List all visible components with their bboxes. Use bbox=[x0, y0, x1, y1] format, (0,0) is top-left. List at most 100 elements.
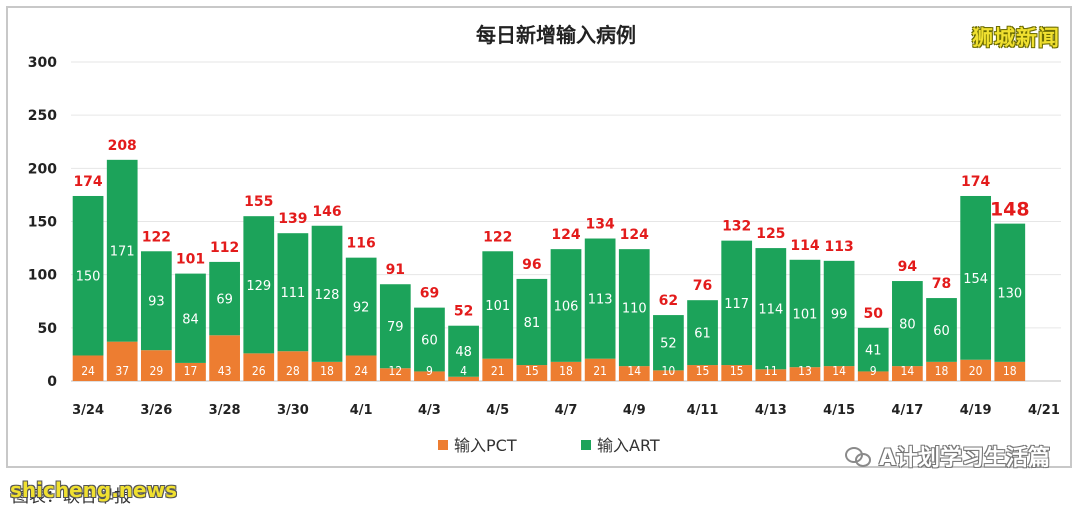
data-label-art: 79 bbox=[387, 320, 404, 335]
bar-art bbox=[994, 223, 1026, 362]
bar-pct bbox=[379, 368, 411, 381]
legend-swatch bbox=[581, 440, 591, 450]
data-label-art: 48 bbox=[455, 345, 472, 360]
data-label-pct: 14 bbox=[627, 364, 641, 378]
bar-art bbox=[482, 251, 514, 359]
legend-label: 输入ART bbox=[597, 436, 660, 455]
x-tick-label: 4/13 bbox=[755, 403, 787, 418]
data-label-total: 124 bbox=[620, 227, 649, 243]
data-label-pct: 24 bbox=[354, 364, 368, 378]
data-label-total: 96 bbox=[522, 257, 541, 273]
bar-art bbox=[448, 325, 479, 377]
x-tick-label: 4/15 bbox=[823, 403, 855, 418]
chart-title: 每日新增输入病例 bbox=[476, 23, 636, 47]
data-label-pct: 24 bbox=[81, 364, 95, 378]
bar-art bbox=[926, 298, 957, 362]
data-label-total: 91 bbox=[386, 262, 405, 278]
data-label-pct: 43 bbox=[218, 364, 232, 378]
x-tick-label: 4/5 bbox=[486, 403, 509, 418]
data-label-art: 171 bbox=[110, 245, 135, 260]
data-label-art: 130 bbox=[997, 287, 1022, 302]
bar-art bbox=[584, 238, 616, 359]
y-tick-label: 0 bbox=[47, 374, 57, 390]
data-label-art: 117 bbox=[724, 297, 749, 312]
data-label-art: 101 bbox=[793, 307, 818, 322]
bar-pct bbox=[550, 361, 582, 381]
bar-pct bbox=[106, 341, 138, 381]
bar-pct bbox=[345, 355, 377, 381]
data-label-total: 174 bbox=[73, 174, 102, 190]
source-note: 图表：联合早报 bbox=[12, 487, 131, 507]
bar-pct bbox=[516, 365, 548, 381]
data-label-art: 154 bbox=[963, 272, 988, 287]
data-label-total: 116 bbox=[347, 236, 376, 252]
x-tick-label: 3/24 bbox=[72, 403, 104, 418]
bar-art bbox=[823, 260, 855, 367]
data-label-pct: 9 bbox=[426, 364, 433, 378]
data-label-total: 155 bbox=[244, 194, 273, 210]
data-label-pct: 15 bbox=[730, 364, 744, 378]
account-watermark: A计划学习生活篇 bbox=[844, 440, 1050, 472]
data-label-total: 62 bbox=[659, 293, 678, 309]
y-tick-label: 300 bbox=[28, 55, 57, 71]
data-label-art: 84 bbox=[182, 312, 199, 327]
bar-pct bbox=[755, 369, 787, 381]
data-label-art: 41 bbox=[865, 344, 882, 359]
data-label-pct: 15 bbox=[696, 364, 710, 378]
bar-art bbox=[755, 248, 787, 370]
data-label-art: 99 bbox=[831, 307, 848, 322]
bar-art bbox=[209, 261, 240, 336]
data-label-pct: 18 bbox=[320, 364, 334, 378]
data-label-total: 122 bbox=[483, 229, 512, 245]
bar-chart: 每日新增输入病例050100150200250300241501743/2437… bbox=[28, 23, 1061, 455]
bar-pct bbox=[277, 351, 309, 381]
bar-pct bbox=[823, 366, 855, 381]
y-tick-label: 200 bbox=[28, 161, 57, 177]
data-label-total: 146 bbox=[312, 204, 341, 220]
x-tick-label: 3/28 bbox=[209, 403, 241, 418]
data-label-art: 129 bbox=[246, 279, 271, 294]
bar-art bbox=[379, 284, 411, 369]
data-label-pct: 13 bbox=[798, 364, 812, 378]
x-tick-label: 3/26 bbox=[140, 403, 172, 418]
data-label-pct: 11 bbox=[764, 364, 778, 378]
brand-watermark: 狮城新闻 bbox=[972, 26, 1060, 50]
chart-frame: 每日新增输入病例 0 50 100 150 200 250 300 24 150 174 3/24 37… bbox=[6, 6, 1072, 468]
y-tick-label: 100 bbox=[28, 268, 57, 284]
data-label-pct: 21 bbox=[593, 364, 607, 378]
bar-art bbox=[345, 257, 377, 356]
bar-pct bbox=[994, 361, 1026, 381]
bar-art bbox=[960, 195, 992, 360]
data-label-total: 112 bbox=[210, 240, 239, 256]
bar-art bbox=[687, 300, 718, 366]
data-label-total: 113 bbox=[824, 239, 853, 255]
bar-pct bbox=[721, 365, 753, 381]
bar-art bbox=[892, 281, 923, 367]
data-label-total: 174 bbox=[961, 174, 990, 190]
x-tick-label: 3/30 bbox=[277, 403, 309, 418]
data-label-total: 132 bbox=[722, 219, 751, 235]
data-label-art: 60 bbox=[933, 324, 950, 339]
data-label-pct: 14 bbox=[832, 364, 846, 378]
data-label-pct: 18 bbox=[559, 364, 573, 378]
legend-swatch bbox=[438, 440, 448, 450]
bar-pct bbox=[926, 361, 957, 381]
data-label-pct: 37 bbox=[115, 364, 129, 378]
data-label-total: 69 bbox=[420, 286, 439, 302]
bar-pct bbox=[72, 355, 104, 381]
data-label-art: 106 bbox=[554, 300, 579, 315]
wechat-icon bbox=[844, 445, 871, 467]
x-tick-label: 4/21 bbox=[1028, 403, 1060, 418]
data-label-art: 69 bbox=[216, 293, 233, 308]
bar-pct bbox=[584, 358, 616, 381]
account-name: A计划学习生活篇 bbox=[878, 446, 1050, 471]
data-label-total: 78 bbox=[932, 276, 951, 292]
bar-pct bbox=[140, 350, 172, 381]
data-label-pct: 26 bbox=[252, 364, 266, 378]
bar-pct bbox=[960, 359, 992, 381]
bar-art bbox=[311, 225, 343, 362]
data-label-total: 76 bbox=[693, 278, 712, 294]
bar-pct bbox=[892, 366, 923, 381]
data-label-total: 122 bbox=[142, 229, 171, 245]
data-label-pct: 4 bbox=[460, 364, 467, 378]
